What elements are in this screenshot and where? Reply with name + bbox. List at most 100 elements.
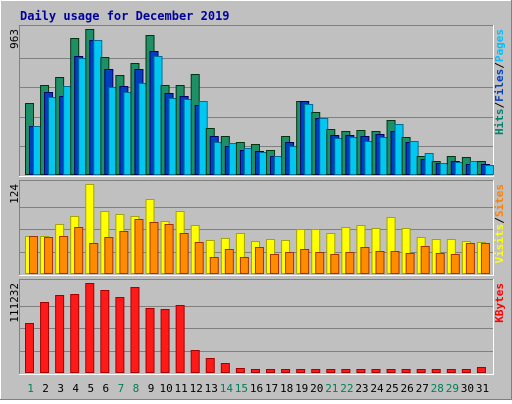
bar-kbytes-day-21 xyxy=(326,369,336,373)
x-tick-label-2: 2 xyxy=(42,382,49,395)
bar-sites-day-25 xyxy=(390,251,400,274)
x-tick-label-30: 30 xyxy=(461,382,474,395)
bar-kbytes-day-28 xyxy=(431,369,441,373)
x-tick-label-31: 31 xyxy=(476,382,489,395)
bar-sites-day-16 xyxy=(254,247,264,274)
legend-item: Visits xyxy=(493,224,506,264)
panel-sites-visits: 124 Visits/Sites xyxy=(8,180,506,276)
bar-kbytes-day-12 xyxy=(190,350,200,373)
bar-kbytes-day-24 xyxy=(371,369,381,373)
legend-separator: / xyxy=(493,62,506,69)
bar-sites-day-15 xyxy=(239,257,249,274)
bar-sites-day-6 xyxy=(104,237,114,274)
bar-sites-day-19 xyxy=(300,249,310,274)
legend-item: Sites xyxy=(493,184,506,217)
bar-kbytes-day-26 xyxy=(401,369,411,373)
y-max-label: 963 xyxy=(8,29,21,49)
bar-sites-day-23 xyxy=(360,247,370,274)
bar-kbytes-day-17 xyxy=(266,369,276,373)
legend-item: Files xyxy=(493,69,506,102)
bar-kbytes-day-1 xyxy=(25,323,34,373)
bar-sites-day-3 xyxy=(59,236,69,274)
bar-sites-day-22 xyxy=(345,252,355,274)
x-tick-label-9: 9 xyxy=(148,382,155,395)
bar-sites-day-24 xyxy=(375,251,385,274)
bar-sites-day-28 xyxy=(435,253,445,274)
bar-sites-day-7 xyxy=(119,231,129,274)
bar-sites-day-9 xyxy=(149,222,159,274)
bar-kbytes-day-19 xyxy=(296,369,306,373)
x-tick-label-24: 24 xyxy=(370,382,384,395)
bar-sites-day-17 xyxy=(270,254,280,274)
bar-kbytes-day-10 xyxy=(160,309,170,373)
bar-kbytes-day-29 xyxy=(446,369,456,373)
panel-background xyxy=(19,279,494,375)
legend-separator: / xyxy=(493,217,506,224)
x-tick-label-29: 29 xyxy=(446,382,459,395)
bar-kbytes-day-27 xyxy=(416,369,426,373)
bar-kbytes-day-5 xyxy=(85,283,95,373)
bar-sites-day-31 xyxy=(480,243,490,274)
x-tick-label-7: 7 xyxy=(118,382,125,395)
legend: KBytes xyxy=(493,283,506,323)
x-tick-label-12: 12 xyxy=(190,382,203,395)
bar-sites-day-4 xyxy=(74,227,84,274)
x-tick-label-10: 10 xyxy=(159,382,172,395)
x-tick-label-1: 1 xyxy=(27,382,34,395)
bar-kbytes-day-20 xyxy=(311,369,321,373)
x-tick-label-22: 22 xyxy=(340,382,353,395)
legend-item: KBytes xyxy=(493,283,506,323)
plot-panels: 963Hits/Files/Pages124Visits/Sites111232… xyxy=(8,25,506,375)
x-tick-label-11: 11 xyxy=(175,382,188,395)
bar-kbytes-day-18 xyxy=(281,369,291,373)
bar-sites-day-10 xyxy=(164,224,174,274)
bar-sites-day-12 xyxy=(194,242,204,274)
bar-kbytes-day-4 xyxy=(70,294,80,373)
legend: Hits/Files/Pages xyxy=(493,29,506,135)
bar-kbytes-day-22 xyxy=(341,369,351,373)
bar-kbytes-day-2 xyxy=(40,302,50,373)
bar-kbytes-day-7 xyxy=(115,297,125,373)
bar-kbytes-day-6 xyxy=(100,290,110,373)
x-tick-label-27: 27 xyxy=(416,382,429,395)
bar-kbytes-day-11 xyxy=(175,305,185,373)
bar-sites-day-2 xyxy=(44,237,54,274)
chart-title: Daily usage for December 2019 xyxy=(20,9,230,23)
x-tick-label-17: 17 xyxy=(265,382,278,395)
bar-kbytes-day-13 xyxy=(205,358,215,373)
bar-sites-day-8 xyxy=(134,219,144,274)
x-tick-label-28: 28 xyxy=(431,382,444,395)
bar-kbytes-day-23 xyxy=(356,369,366,373)
bar-kbytes-day-31 xyxy=(476,367,486,373)
x-tick-label-21: 21 xyxy=(325,382,338,395)
bar-sites-day-30 xyxy=(465,243,475,274)
x-tick-label-3: 3 xyxy=(57,382,64,395)
bar-pages-day-31 xyxy=(484,165,494,175)
bar-sites-day-26 xyxy=(405,253,415,274)
legend-item: Hits xyxy=(493,109,506,136)
x-tick-label-26: 26 xyxy=(401,382,414,395)
x-tick-label-5: 5 xyxy=(87,382,94,395)
bar-sites-day-27 xyxy=(420,246,430,274)
legend-item: Pages xyxy=(493,29,506,62)
bar-kbytes-day-25 xyxy=(386,369,396,373)
x-tick-label-19: 19 xyxy=(295,382,308,395)
x-tick-label-14: 14 xyxy=(220,382,234,395)
bar-kbytes-day-8 xyxy=(130,287,140,373)
bar-sites-day-1 xyxy=(29,236,38,274)
bar-sites-day-18 xyxy=(285,252,295,274)
x-tick-label-15: 15 xyxy=(235,382,248,395)
bar-kbytes-day-14 xyxy=(220,363,230,373)
bar-sites-day-11 xyxy=(179,233,189,274)
x-tick-label-6: 6 xyxy=(103,382,110,395)
bar-kbytes-day-16 xyxy=(250,369,260,373)
bar-kbytes-day-3 xyxy=(55,295,65,373)
bar-kbytes-day-30 xyxy=(461,369,471,373)
bar-sites-day-13 xyxy=(209,257,219,274)
x-axis-labels: 1 2 3 4 5 6 7 8 9 10 11 12 13 14 15 16 17 18 19 20 21 22 23 24 2… xyxy=(27,382,489,395)
x-tick-label-16: 16 xyxy=(250,382,263,395)
x-tick-label-4: 4 xyxy=(72,382,79,395)
